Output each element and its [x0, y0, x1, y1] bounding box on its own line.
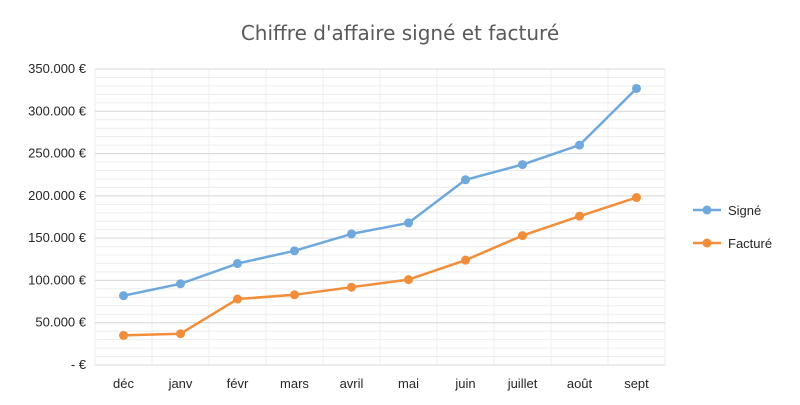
data-point — [290, 290, 299, 300]
data-point — [632, 193, 641, 203]
y-tick-label: 150.000 € — [28, 230, 87, 245]
x-tick-label: janv — [168, 376, 193, 391]
series-line — [123, 196, 637, 337]
x-tick-label: juillet — [507, 376, 538, 391]
data-point — [461, 175, 470, 185]
data-point — [632, 83, 641, 93]
data-point — [404, 218, 413, 228]
series-line — [123, 87, 638, 297]
data-point — [404, 275, 413, 285]
x-tick-label: mai — [398, 376, 419, 391]
legend-item: Facturé — [693, 236, 772, 251]
data-point — [461, 255, 470, 265]
y-tick-label: 50.000 € — [35, 315, 86, 330]
chart-title: Chiffre d'affaire signé et facturé — [241, 21, 559, 45]
y-tick-label: 250.000 € — [28, 146, 87, 161]
data-point — [119, 291, 128, 301]
legend-label: Facturé — [728, 236, 772, 251]
y-tick-label: 200.000 € — [28, 188, 87, 203]
legend-marker — [702, 205, 712, 215]
data-point — [176, 329, 185, 339]
data-point — [575, 211, 584, 221]
x-tick-label: avril — [340, 376, 364, 391]
data-point — [233, 294, 242, 304]
y-tick-label: 300.000 € — [28, 103, 87, 118]
x-tick-label: août — [567, 376, 593, 391]
x-tick-label: févr — [227, 376, 249, 391]
y-tick-label: 100.000 € — [28, 272, 87, 287]
x-tick-label: déc — [113, 376, 134, 391]
data-point — [575, 140, 584, 150]
data-point — [518, 160, 527, 170]
legend-marker — [702, 238, 712, 248]
data-point — [518, 231, 527, 241]
y-axis: - € 50.000 € 100.000 € 150.000 € 200.000 € 25… — [28, 61, 87, 372]
y-tick-label: 350.000 € — [28, 61, 87, 76]
series-Signé — [119, 83, 641, 301]
x-tick-label: sept — [624, 376, 649, 391]
data-point — [347, 229, 356, 239]
legend-item: Signé — [693, 203, 761, 218]
x-tick-label: mars — [280, 376, 309, 391]
data-point — [119, 330, 128, 340]
x-axis: déc janv févr mars avril mai juin juillet août se… — [113, 376, 649, 391]
data-point — [290, 246, 299, 256]
y-tick-label: - € — [71, 357, 87, 372]
chart-series — [119, 83, 641, 340]
series-Facturé — [119, 193, 641, 340]
data-point — [347, 282, 356, 292]
chart-legend: Signé Facturé — [693, 203, 772, 251]
data-point — [176, 279, 185, 289]
x-tick-label: juin — [454, 376, 475, 391]
legend-label: Signé — [728, 203, 761, 218]
data-point — [233, 259, 242, 269]
